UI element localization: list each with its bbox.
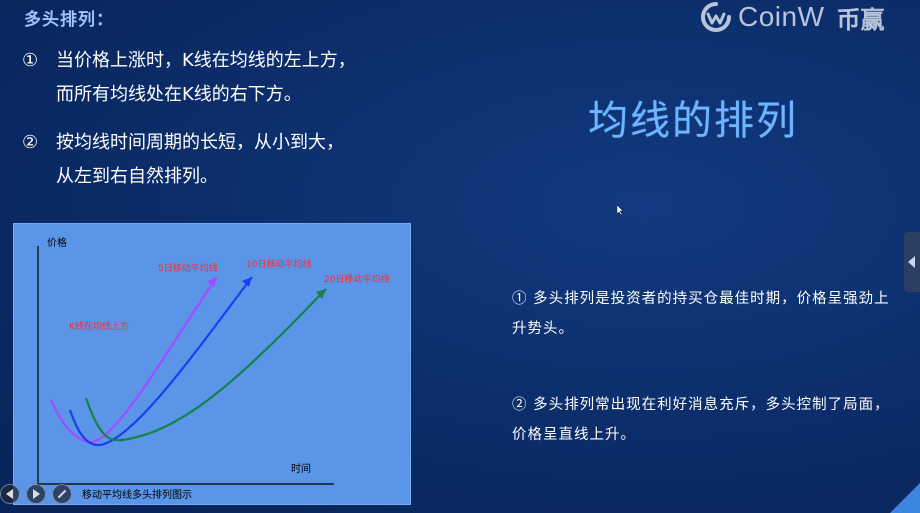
series-20day-line (84, 288, 327, 442)
ma-chart: 价格 时间 5日移动平均线 10日移动平均线 20日移动平均线 K线在均线上方 … (13, 223, 411, 505)
series-5day-label: 5日移动平均线 (158, 262, 218, 274)
bullet-2-line1: 按均线时间周期的长短，从小到大， (56, 132, 344, 153)
logo-text: CoinW (738, 1, 825, 32)
play-icon[interactable] (26, 484, 46, 504)
slide-controls (0, 484, 78, 504)
section-title: 多头排列： (24, 10, 114, 30)
series-20day-label: 20日移动平均线 (324, 273, 389, 285)
series-5day-line (49, 276, 218, 444)
coinw-logo: CoinW 币赢 (700, 0, 885, 34)
main-title: 均线的排列 (588, 98, 798, 144)
bullet-1-line1: 当价格上涨时，K线在均线的左上方， (56, 50, 356, 71)
explanation-1: ① 多头排列是投资者的持买仓最佳时期，价格呈强劲上升势头。 (512, 291, 890, 337)
kline-annotation: K线在均线上方 (69, 320, 129, 332)
coinw-logo-icon (701, 2, 731, 32)
series-10day-label: 10日移动平均线 (246, 258, 311, 270)
prev-slide-icon[interactable] (0, 484, 20, 504)
page-corner-icon[interactable] (890, 483, 920, 513)
series-10day-line (68, 276, 253, 447)
y-axis-label: 价格 (47, 236, 67, 249)
bullet-2-line2: 从左到右自然排列。 (56, 166, 218, 187)
bullet-2: ② 按均线时间周期的长短，从小到大， 从左到右自然排列。 (22, 126, 344, 194)
series-5day-arrow (207, 277, 217, 287)
logo-cn-text: 币赢 (836, 5, 885, 34)
bullet-2-num: ② (22, 132, 39, 153)
series-20day-arrow (316, 289, 326, 299)
explanation-2: ② 多头排列常出现在利好消息充斥，多头控制了局面，价格呈直线上升。 (512, 397, 890, 443)
bullet-1-num: ① (22, 50, 39, 71)
bullet-1: ① 当价格上涨时，K线在均线的左上方， 而所有均线处在K线的右下方。 (22, 44, 356, 112)
ma-chart-svg: 价格 时间 5日移动平均线 10日移动平均线 20日移动平均线 K线在均线上方 … (37, 236, 389, 501)
side-panel-toggle[interactable] (904, 232, 920, 292)
chart-caption: 移动平均线多头排列图示 (82, 488, 192, 501)
pen-icon[interactable] (52, 484, 72, 504)
x-axis-label: 时间 (291, 462, 311, 475)
mouse-cursor-icon (617, 205, 623, 215)
series-10day-arrow (242, 277, 252, 287)
bullet-1-line2: 而所有均线处在K线的右下方。 (56, 84, 302, 105)
